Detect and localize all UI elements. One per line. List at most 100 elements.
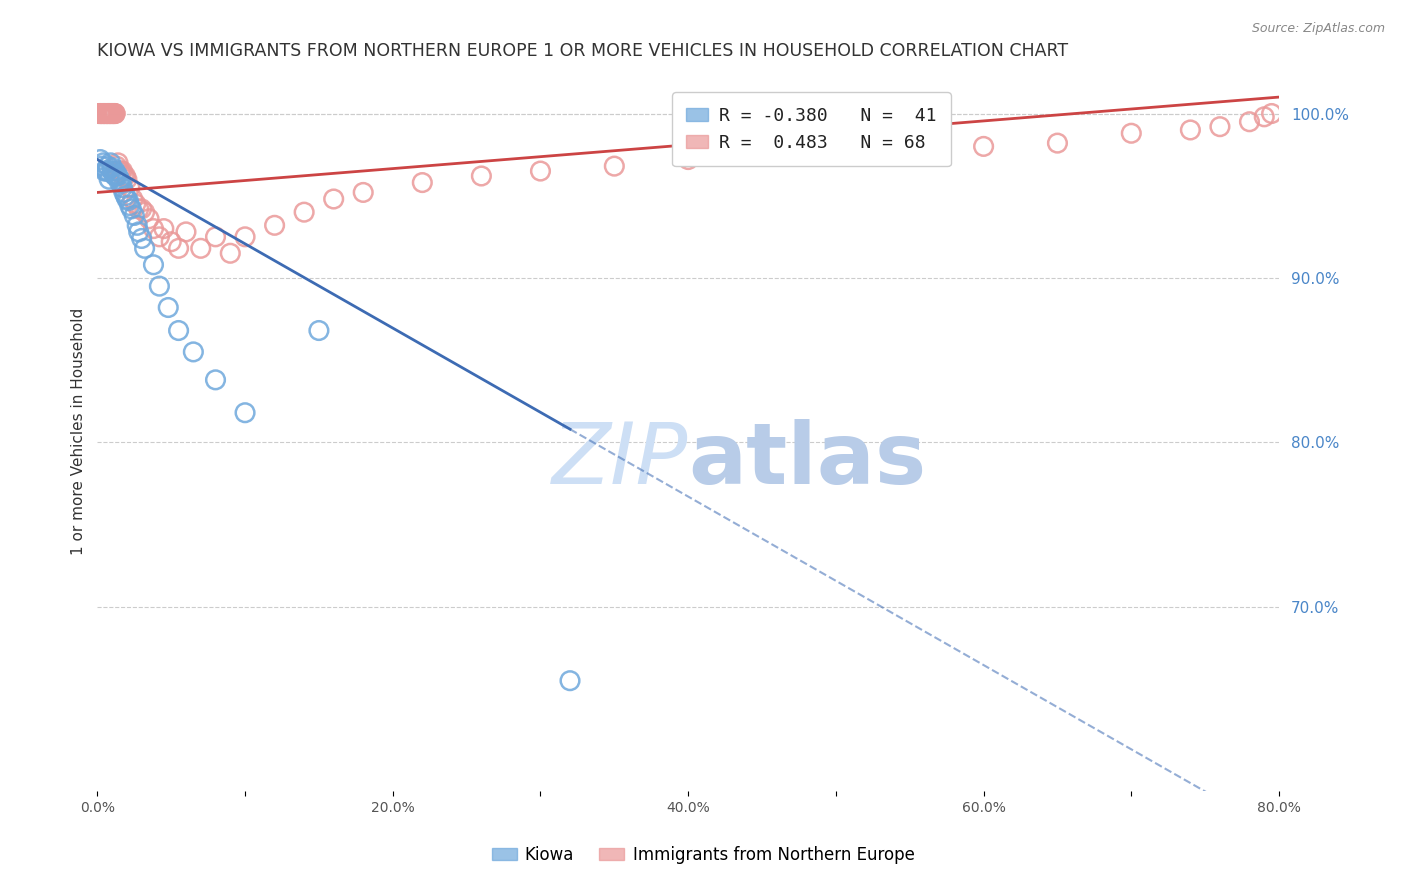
Point: [96, 106, 118, 120]
Point: [90, 106, 112, 120]
Point: [108, 172, 131, 186]
Point: [96, 164, 118, 178]
Point: [87, 106, 110, 120]
Point: [292, 205, 315, 219]
Point: [100, 106, 122, 120]
Point: [91, 156, 114, 170]
Point: [100, 156, 122, 170]
Point: [101, 164, 124, 178]
Text: Source: ZipAtlas.com: Source: ZipAtlas.com: [1251, 22, 1385, 36]
Point: [97, 164, 120, 178]
Point: [167, 241, 190, 255]
Text: KIOWA VS IMMIGRANTS FROM NORTHERN EUROPE 1 OR MORE VEHICLES IN HOUSEHOLD CORRELA: KIOWA VS IMMIGRANTS FROM NORTHERN EUROPE…: [97, 42, 1069, 60]
Point: [1046, 136, 1069, 150]
Point: [91, 106, 114, 120]
Point: [111, 180, 134, 194]
Point: [90, 106, 112, 120]
Point: [204, 229, 226, 244]
Point: [108, 164, 131, 178]
Point: [411, 176, 433, 190]
Point: [148, 229, 170, 244]
Point: [111, 164, 134, 178]
Point: [89, 106, 111, 120]
Point: [112, 186, 135, 200]
Point: [125, 197, 148, 211]
Point: [233, 406, 256, 420]
Point: [107, 156, 129, 170]
Point: [1260, 106, 1282, 120]
Point: [263, 219, 285, 233]
Legend: Kiowa, Immigrants from Northern Europe: Kiowa, Immigrants from Northern Europe: [485, 839, 921, 871]
Point: [100, 106, 122, 120]
Point: [89, 153, 111, 167]
Point: [98, 106, 121, 120]
Point: [114, 169, 136, 183]
Point: [167, 324, 190, 338]
Y-axis label: 1 or more Vehicles in Household: 1 or more Vehicles in Household: [72, 308, 86, 555]
Point: [120, 202, 142, 216]
Point: [558, 673, 581, 688]
Point: [104, 169, 127, 183]
Point: [142, 221, 165, 235]
Point: [219, 246, 242, 260]
Point: [101, 106, 124, 120]
Point: [676, 153, 699, 167]
Point: [183, 345, 205, 359]
Point: [128, 225, 150, 239]
Point: [105, 169, 128, 183]
Point: [160, 235, 183, 249]
Point: [97, 106, 120, 120]
Point: [131, 202, 153, 216]
Point: [97, 159, 120, 173]
Point: [97, 106, 120, 120]
Point: [103, 106, 125, 120]
Point: [190, 241, 212, 255]
Point: [118, 180, 141, 194]
Point: [105, 167, 128, 181]
Point: [104, 106, 127, 120]
Point: [101, 106, 124, 120]
Point: [157, 301, 180, 315]
Point: [603, 159, 626, 173]
Point: [110, 176, 132, 190]
Point: [93, 164, 115, 178]
Point: [108, 176, 131, 190]
Point: [322, 192, 344, 206]
Point: [796, 146, 818, 161]
Point: [233, 229, 256, 244]
Point: [107, 169, 129, 183]
Point: [204, 373, 226, 387]
Point: [131, 231, 153, 245]
Point: [114, 188, 136, 202]
Point: [1209, 120, 1232, 134]
Point: [1180, 123, 1202, 137]
Point: [104, 164, 127, 178]
Point: [115, 192, 138, 206]
Point: [96, 106, 118, 120]
Point: [1253, 110, 1275, 124]
Point: [124, 209, 146, 223]
Legend: R = -0.380   N =  41, R =  0.483   N = 68: R = -0.380 N = 41, R = 0.483 N = 68: [672, 92, 950, 166]
Point: [118, 198, 141, 212]
Point: [105, 164, 128, 178]
Point: [134, 205, 156, 219]
Point: [89, 106, 111, 120]
Point: [91, 106, 114, 120]
Point: [103, 167, 125, 181]
Point: [127, 219, 149, 233]
Point: [138, 211, 160, 226]
Point: [93, 106, 115, 120]
Point: [93, 106, 115, 120]
Point: [112, 169, 135, 183]
Point: [134, 241, 156, 255]
Point: [90, 159, 112, 173]
Point: [110, 164, 132, 178]
Point: [898, 143, 921, 157]
Point: [98, 106, 121, 120]
Point: [529, 164, 551, 178]
Point: [115, 172, 138, 186]
Point: [470, 169, 492, 183]
Text: ZIP: ZIP: [553, 419, 688, 502]
Point: [105, 159, 128, 173]
Point: [104, 106, 127, 120]
